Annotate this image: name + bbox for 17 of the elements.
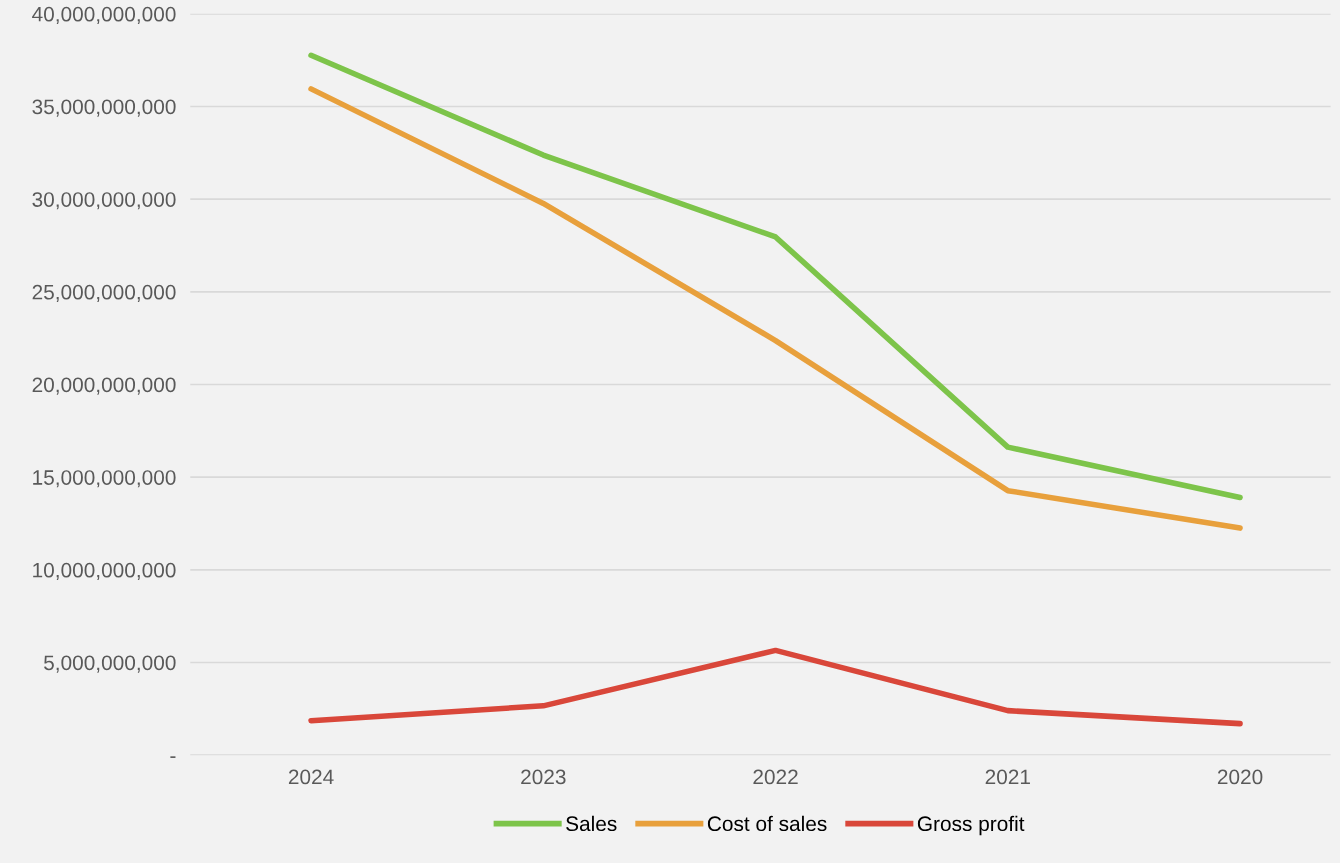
y-tick-label: 20,000,000,000: [32, 377, 176, 395]
x-tick-label: 2022: [753, 769, 798, 785]
x-tick-label: 2020: [1217, 769, 1263, 785]
y-tick-label: -: [170, 756, 176, 758]
x-tick-label: 2023: [521, 769, 566, 785]
y-tick-label: 5,000,000,000: [44, 655, 176, 673]
y-tick-label: 10,000,000,000: [33, 562, 176, 581]
legend-label: Sales: [566, 815, 617, 832]
y-tick-label: 35,000,000,000: [32, 99, 176, 117]
legend-label: Cost of sales: [707, 815, 827, 832]
y-tick-label: 40,000,000,000: [32, 6, 176, 25]
y-tick-label: 25,000,000,000: [32, 284, 176, 303]
y-tick-label: 30,000,000,000: [32, 192, 176, 210]
x-tick-label: 2021: [985, 769, 1030, 785]
y-tick-label: 15,000,000,000: [33, 470, 176, 488]
x-tick-label: 2024: [288, 769, 334, 785]
legend-label: Gross profit: [917, 815, 1025, 836]
